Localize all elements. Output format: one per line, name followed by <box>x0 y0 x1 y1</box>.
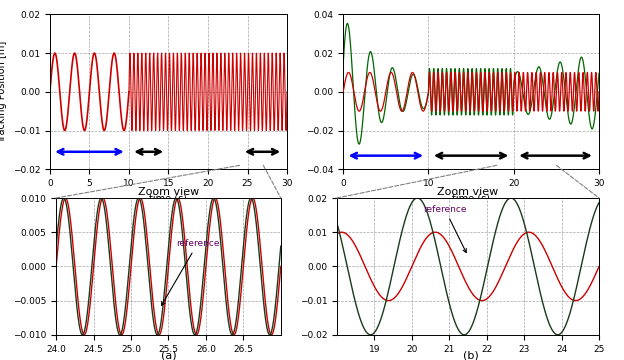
Text: (b): (b) <box>463 350 479 360</box>
Y-axis label: Tracking Position [m]: Tracking Position [m] <box>0 41 7 143</box>
Text: (a): (a) <box>160 350 177 360</box>
Text: reference: reference <box>162 239 220 305</box>
Text: reference: reference <box>423 205 467 252</box>
Title: Zoom view: Zoom view <box>138 187 199 197</box>
Title: Zoom view: Zoom view <box>437 187 499 197</box>
X-axis label: time (s): time (s) <box>150 193 187 203</box>
X-axis label: time (s): time (s) <box>452 193 490 203</box>
